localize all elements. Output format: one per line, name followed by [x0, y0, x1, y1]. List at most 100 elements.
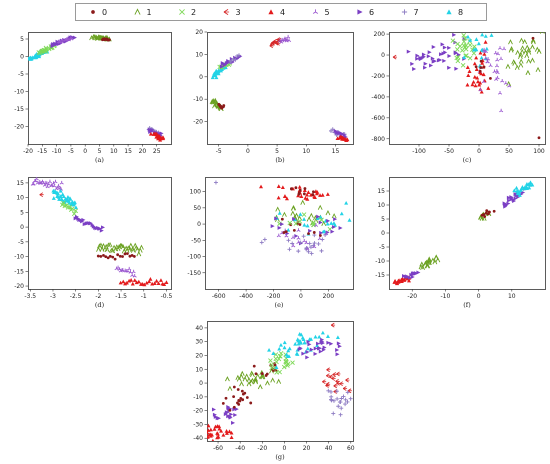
- point-class-6: [506, 195, 511, 200]
- x-tick-label: -1: [141, 293, 147, 300]
- point-class-6: [430, 56, 435, 61]
- point-class-6: [329, 341, 334, 346]
- point-class-1: [530, 44, 535, 50]
- point-class-1: [97, 34, 103, 40]
- point-class-8: [483, 34, 488, 38]
- point-class-0: [111, 255, 115, 259]
- legend-entry-6: 6: [357, 8, 374, 17]
- point-class-1: [290, 210, 296, 216]
- point-class-3: [321, 379, 327, 385]
- point-class-1: [290, 205, 296, 211]
- point-class-4: [142, 282, 147, 287]
- point-class-6: [216, 416, 221, 421]
- point-class-6: [342, 133, 347, 138]
- point-class-3: [336, 371, 341, 377]
- point-class-6: [100, 225, 105, 230]
- point-class-0: [108, 254, 112, 258]
- point-class-6: [416, 270, 421, 275]
- legend-entry-7: 7: [401, 8, 419, 17]
- point-class-8: [300, 335, 305, 340]
- point-class-8: [309, 337, 314, 341]
- point-class-4: [393, 278, 398, 283]
- point-class-4: [224, 431, 229, 435]
- point-class-1: [539, 32, 545, 34]
- legend-entry-8: 8: [446, 8, 463, 17]
- point-class-1: [505, 63, 511, 69]
- point-class-6: [509, 195, 514, 200]
- point-class-2: [462, 35, 468, 41]
- y-tick-label: 5: [381, 216, 385, 223]
- point-class-1: [526, 49, 532, 55]
- point-class-4: [227, 429, 232, 434]
- point-class-4: [486, 86, 491, 90]
- point-class-6: [270, 224, 275, 229]
- x-tick-label: 0: [299, 293, 303, 300]
- y-tick-label: -50: [191, 237, 201, 244]
- point-class-6: [439, 52, 444, 57]
- point-class-5: [286, 34, 291, 39]
- point-class-1: [426, 257, 432, 264]
- point-class-3: [333, 383, 338, 389]
- point-class-6: [330, 229, 335, 234]
- point-class-1: [239, 373, 244, 380]
- point-class-3: [330, 322, 336, 328]
- y-tick-label: -200: [371, 73, 385, 80]
- point-class-0: [260, 372, 264, 375]
- point-class-8: [295, 352, 300, 356]
- point-class-4: [154, 278, 159, 283]
- point-class-6: [213, 414, 218, 419]
- y-tick-label: 10: [195, 51, 203, 58]
- point-class-2: [297, 219, 303, 224]
- point-class-2: [450, 38, 456, 43]
- point-class-8: [66, 199, 71, 203]
- y-tick-label: 15: [377, 188, 385, 195]
- y-tick-label: 0: [199, 74, 203, 81]
- point-class-8: [59, 197, 64, 202]
- x-tick-label: -40: [235, 445, 245, 452]
- point-class-2: [73, 208, 79, 214]
- point-class-8: [305, 346, 310, 351]
- point-class-7: [287, 247, 292, 252]
- point-class-6: [228, 415, 233, 420]
- legend-entry-4: 4: [268, 8, 285, 17]
- y-tick-label: -15: [14, 268, 24, 275]
- point-class-4: [158, 278, 163, 282]
- point-class-0: [108, 38, 111, 42]
- point-class-8: [320, 330, 325, 335]
- point-class-1: [104, 246, 110, 253]
- point-class-5: [296, 236, 301, 240]
- point-class-1: [432, 259, 438, 265]
- point-class-8: [335, 335, 340, 340]
- point-class-6: [308, 228, 313, 233]
- point-class-4: [297, 184, 302, 189]
- point-class-8: [476, 41, 481, 46]
- point-class-7: [301, 234, 306, 239]
- y-tick-label: 0: [197, 221, 201, 228]
- point-class-7: [348, 396, 353, 401]
- y-tick-label: -30: [193, 421, 203, 428]
- point-class-7: [336, 404, 341, 409]
- point-class-0: [312, 190, 315, 194]
- y-tick-label: -100: [187, 254, 201, 261]
- legend-marker-5: [312, 9, 319, 14]
- point-class-5: [502, 46, 507, 51]
- point-class-7: [326, 388, 331, 393]
- point-class-7: [354, 401, 358, 405]
- point-class-5: [495, 51, 501, 56]
- y-tick-label: -600: [371, 115, 385, 122]
- point-class-4: [229, 435, 234, 440]
- point-class-5: [47, 179, 52, 184]
- point-class-6: [280, 222, 285, 227]
- point-class-3: [39, 192, 44, 198]
- point-class-4: [276, 184, 281, 188]
- x-tick-label: 15: [332, 148, 340, 155]
- point-class-2: [290, 360, 295, 365]
- point-class-5: [313, 223, 319, 227]
- point-class-4: [471, 79, 476, 84]
- x-tick-label: -2: [95, 293, 101, 300]
- point-class-6: [513, 196, 518, 201]
- point-class-4: [144, 280, 149, 285]
- x-tick-label: -1.5: [115, 293, 127, 300]
- point-class-1: [96, 246, 101, 252]
- y-tick-label: -800: [371, 136, 385, 143]
